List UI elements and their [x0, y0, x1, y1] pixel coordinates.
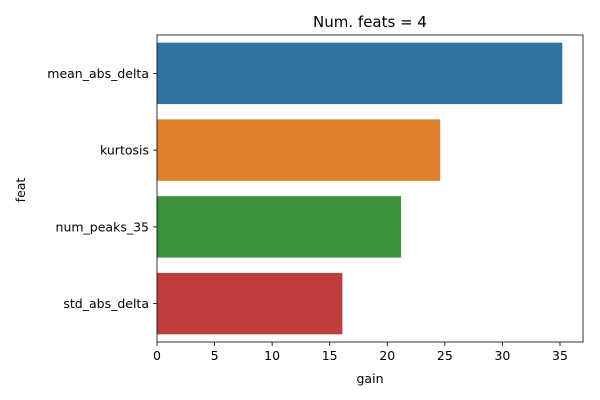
y-axis-label: feat	[13, 178, 28, 203]
x-axis-ticks: 0 5 10 15 20 25 30 35	[153, 342, 568, 363]
x-tick-label: 5	[211, 348, 219, 363]
x-tick-label: 0	[153, 348, 161, 363]
y-axis-ticks: mean_abs_delta kurtosis num_peaks_35 std_ab…	[47, 66, 157, 311]
x-tick-label: 10	[264, 348, 280, 363]
x-axis-label: gain	[357, 371, 384, 386]
plot-frame	[156, 34, 584, 343]
bar-num-peaks-35	[157, 196, 402, 258]
bar-mean-abs-delta	[157, 42, 563, 105]
chart-title: Num. feats = 4	[313, 13, 427, 31]
x-tick-label: 15	[322, 348, 338, 363]
x-tick-label: 30	[494, 348, 510, 363]
y-tick-label: std_abs_delta	[63, 296, 149, 311]
x-tick-label: 35	[552, 348, 568, 363]
bar-std-abs-delta	[157, 272, 343, 335]
y-tick-label: kurtosis	[100, 143, 149, 158]
bars-group	[157, 42, 563, 335]
y-tick-label: num_peaks_35	[56, 219, 149, 234]
x-tick-label: 25	[437, 348, 453, 363]
y-tick-label: mean_abs_delta	[47, 66, 149, 81]
bar-kurtosis	[157, 119, 441, 181]
x-tick-label: 20	[379, 348, 395, 363]
